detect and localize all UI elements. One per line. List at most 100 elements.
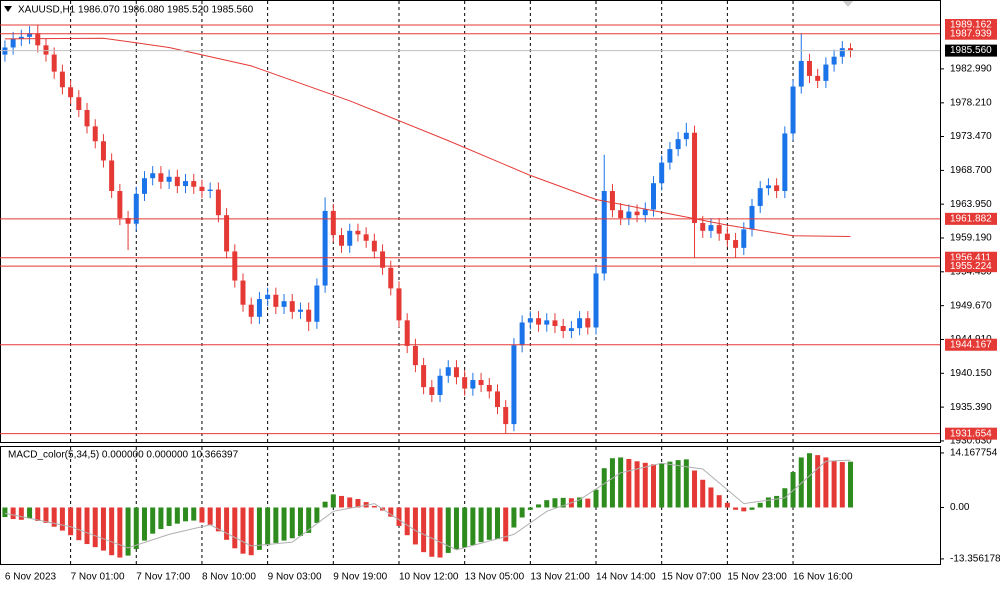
macd-bar bbox=[347, 497, 353, 508]
macd-bar bbox=[462, 507, 468, 548]
macd-bar bbox=[806, 453, 812, 508]
candle-body bbox=[265, 294, 271, 300]
candle-body bbox=[347, 230, 353, 246]
macd-bar bbox=[527, 507, 533, 510]
candle-body bbox=[199, 186, 205, 192]
candle-body bbox=[92, 126, 98, 142]
candle-body bbox=[667, 149, 673, 163]
candle-body bbox=[363, 234, 369, 241]
y-tick-label: 1959.190 bbox=[950, 233, 992, 244]
candle-body bbox=[716, 225, 722, 234]
macd-bar bbox=[256, 507, 262, 550]
candle-body bbox=[765, 185, 771, 189]
candle-body bbox=[511, 345, 517, 425]
macd-bar bbox=[683, 459, 689, 508]
macd-bar bbox=[609, 458, 615, 508]
macd-bar bbox=[486, 507, 492, 540]
macd-bar bbox=[445, 507, 451, 553]
candle-body bbox=[642, 209, 648, 216]
x-tick-label: 7 Nov 17:00 bbox=[136, 572, 190, 583]
level-label-box bbox=[945, 427, 997, 440]
level-label-box bbox=[945, 260, 997, 273]
macd-bar bbox=[248, 507, 254, 556]
candle-body bbox=[683, 132, 689, 140]
candle-body bbox=[675, 139, 681, 150]
macd-bar bbox=[536, 504, 542, 508]
candle-body bbox=[815, 75, 821, 81]
x-tick-label: 9 Nov 03:00 bbox=[268, 572, 322, 583]
scroll-marker bbox=[843, 1, 853, 7]
y-tick-label: 1940.150 bbox=[950, 368, 992, 379]
macd-bar bbox=[166, 507, 172, 526]
macd-bar bbox=[774, 495, 780, 508]
y-tick-label: 1973.470 bbox=[950, 131, 992, 142]
candle-body bbox=[470, 380, 476, 389]
level-label: 1956.411 bbox=[950, 252, 991, 263]
macd-bar bbox=[437, 507, 443, 558]
macd-bar bbox=[92, 507, 98, 548]
macd-bar bbox=[519, 507, 525, 518]
macd-bar bbox=[141, 507, 147, 541]
candle-body bbox=[806, 60, 812, 76]
candle-body bbox=[823, 64, 829, 81]
candle-body bbox=[552, 320, 558, 327]
macd-bar bbox=[765, 497, 771, 508]
candle-body bbox=[273, 294, 279, 307]
macd-bar bbox=[125, 507, 131, 556]
macd-bar bbox=[224, 507, 230, 540]
candle-body bbox=[314, 285, 320, 322]
macd-bar bbox=[577, 497, 583, 508]
level-label: 1944.167 bbox=[950, 339, 992, 350]
macd-bar bbox=[741, 507, 747, 512]
macd-bar bbox=[133, 507, 139, 550]
macd-bar bbox=[708, 487, 714, 508]
candle-body bbox=[659, 162, 665, 184]
candle-body bbox=[183, 181, 189, 187]
candle-body bbox=[297, 309, 303, 312]
candle-body bbox=[831, 56, 837, 65]
candle-body bbox=[380, 251, 386, 268]
candle-body bbox=[43, 45, 49, 55]
level-label-box bbox=[945, 212, 997, 225]
candle-body bbox=[618, 210, 624, 219]
candle-body bbox=[322, 210, 328, 286]
macd-bar bbox=[815, 455, 821, 508]
candle-body bbox=[429, 387, 435, 395]
candle-body bbox=[503, 407, 509, 425]
x-tick-label: 8 Nov 10:00 bbox=[202, 572, 256, 583]
macd-bar bbox=[158, 507, 164, 530]
candle-body bbox=[445, 367, 451, 376]
y-tick-label: 1949.670 bbox=[950, 300, 992, 311]
candle-body bbox=[68, 87, 74, 98]
menu-arrow[interactable] bbox=[4, 6, 12, 12]
macd-bar bbox=[273, 507, 279, 543]
macd-bar bbox=[790, 472, 796, 508]
x-tick-label: 16 Nov 16:00 bbox=[793, 572, 853, 583]
candle-body bbox=[544, 320, 550, 325]
candle-body bbox=[708, 225, 714, 231]
last-price-box bbox=[945, 44, 997, 57]
macd-bar bbox=[634, 461, 640, 508]
macd-bar bbox=[297, 507, 303, 536]
x-tick-label: 14 Nov 14:00 bbox=[596, 572, 656, 583]
macd-bar bbox=[109, 507, 115, 556]
macd-bar bbox=[59, 507, 65, 531]
macd-bar bbox=[76, 507, 82, 541]
candle-body bbox=[692, 132, 698, 223]
macd-bar bbox=[191, 507, 197, 521]
x-tick-label: 9 Nov 19:00 bbox=[333, 572, 387, 583]
macd-bar bbox=[798, 457, 804, 508]
macd-bar bbox=[495, 507, 501, 540]
y-tick-label: 1968.700 bbox=[950, 165, 992, 176]
macd-bar bbox=[470, 507, 476, 546]
macd-bar bbox=[339, 495, 345, 508]
macd-bar bbox=[265, 507, 271, 546]
level-label: 1955.224 bbox=[950, 261, 992, 272]
candle-body bbox=[790, 86, 796, 134]
candle-body bbox=[839, 48, 845, 57]
macd-bar bbox=[692, 470, 698, 508]
macd-bar bbox=[453, 507, 459, 550]
macd-bar bbox=[150, 507, 156, 534]
macd-bar bbox=[593, 489, 599, 508]
